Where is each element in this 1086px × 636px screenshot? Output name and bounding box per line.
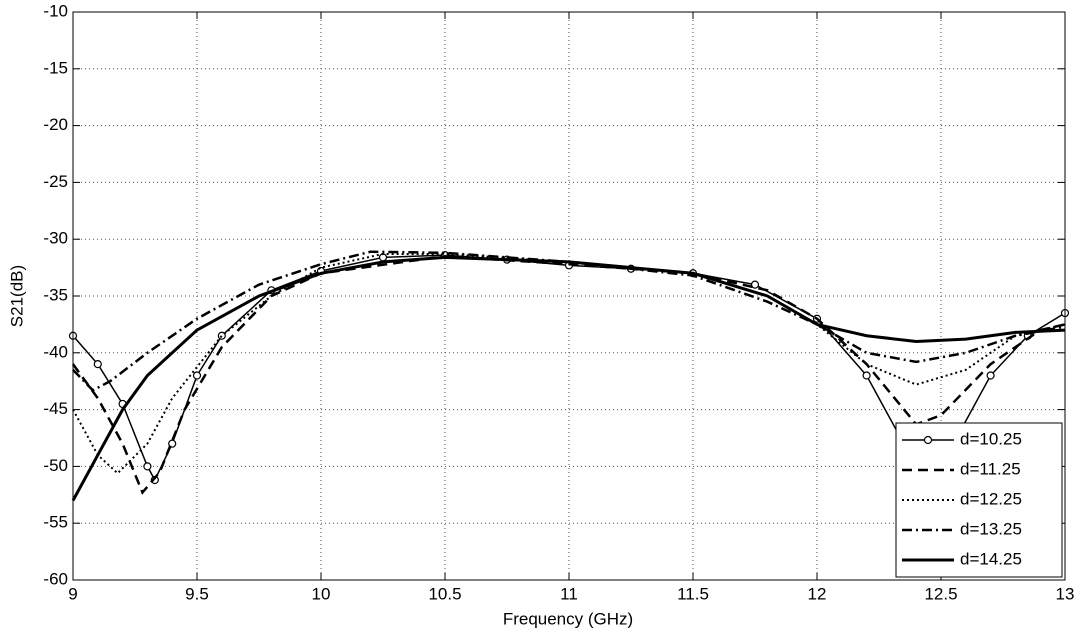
data-point (750, 280, 760, 289)
y-tick-label: -10 (43, 1, 68, 20)
legend-label: d=11.25 (960, 459, 1021, 478)
x-tick-label: 11.5 (677, 584, 709, 603)
data-point (217, 331, 226, 340)
y-tick-label: -50 (43, 456, 68, 475)
x-tick-label: 12 (808, 584, 827, 603)
x-tick-label: 9.5 (185, 584, 209, 603)
y-tick-label: -60 (43, 569, 68, 588)
series-line (72, 250, 1066, 392)
data-point (168, 439, 177, 448)
data-point (192, 371, 202, 380)
y-tick-label: -40 (43, 342, 68, 361)
y-tick-label: -45 (43, 399, 68, 418)
x-tick-label: 13 (1056, 584, 1075, 603)
y-axis-label: S21(dB) (7, 265, 26, 327)
x-tick-label: 12.5 (924, 584, 957, 603)
x-tick-label: 9 (68, 584, 77, 603)
series-line (71, 255, 1066, 502)
legend-label: d=14.25 (960, 549, 1022, 568)
legend-label: d=13.25 (960, 519, 1022, 538)
data-point (93, 360, 102, 369)
legend-marker (923, 435, 933, 445)
legend-label: d=12.25 (960, 489, 1022, 508)
plot-frame (72, 11, 1066, 581)
x-axis-label: Frequency (GHz) (503, 609, 633, 628)
y-tick-label: -35 (43, 285, 68, 304)
x-tick-label: 10.5 (428, 584, 461, 603)
y-tick-label: -15 (43, 58, 68, 77)
x-tick-label: 11 (560, 584, 578, 603)
x-tick-label: 10 (312, 584, 331, 603)
data-point (986, 371, 995, 380)
data-point (143, 462, 152, 471)
y-tick-label: -25 (43, 172, 68, 191)
legend-label: d=10.25 (960, 429, 1022, 448)
series-line (72, 252, 1066, 475)
data-point (862, 371, 871, 380)
y-tick-label: -55 (43, 513, 68, 532)
y-tick-label: -30 (43, 229, 68, 248)
y-tick-label: -20 (43, 115, 68, 134)
